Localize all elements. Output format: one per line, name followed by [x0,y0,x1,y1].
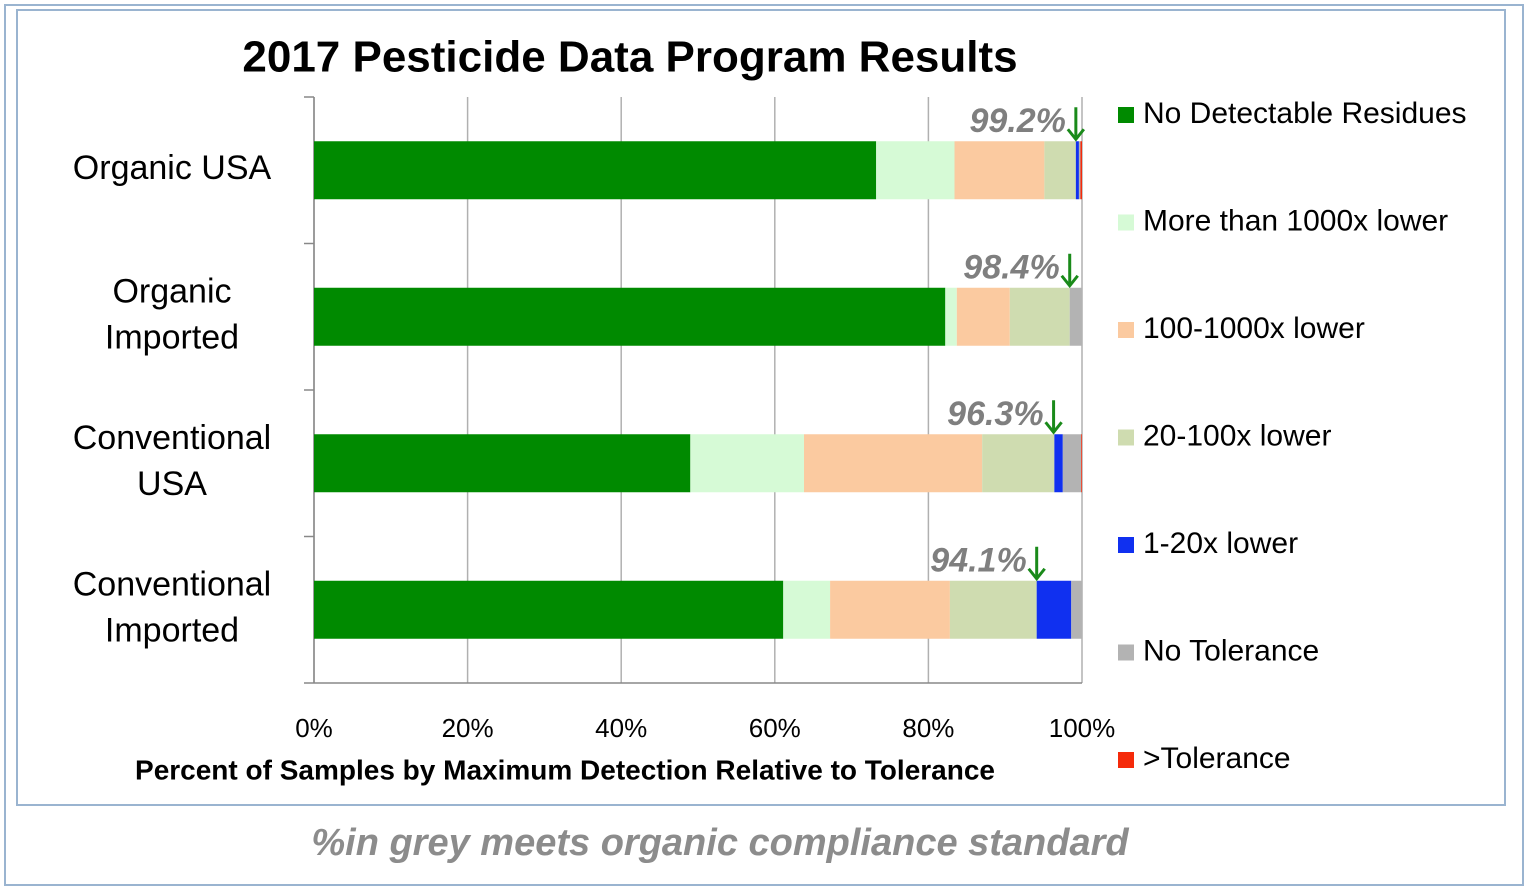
bar-segment [1069,287,1082,346]
x-tick-label: 100% [1049,713,1116,743]
y-tick-label: Imported [105,612,239,650]
annotation-arrowhead [1060,274,1079,289]
legend-swatch [1118,537,1134,553]
bar-segment [314,287,946,346]
legend-swatch [1118,752,1134,768]
legend-swatch [1118,214,1134,231]
bar-segment [956,287,1010,346]
bar-segment [1080,141,1082,200]
bar-segment [830,580,950,639]
bar-segment [954,141,1045,200]
bar-segment [1062,434,1082,493]
footnote: %in grey meets organic compliance standa… [311,822,1129,864]
x-tick-label: 80% [902,713,954,743]
y-tick-label: USA [137,465,207,503]
y-tick-label: Imported [105,319,239,357]
bar-segment [876,141,955,200]
bar-segment [1036,580,1072,639]
annotation-arrowhead [1066,128,1086,142]
legend-label: No Tolerance [1143,634,1319,667]
bar-segment [982,434,1055,493]
bar-segment [949,580,1037,639]
legend-swatch [1118,322,1134,338]
bar-segment [1054,434,1063,493]
annotation-label: 99.2% [969,102,1065,140]
bar-segment [1009,287,1070,346]
bar-segment [314,580,784,639]
y-tick-label: Organic [112,273,231,311]
x-tick-label: 40% [595,713,647,743]
bar-segment [783,580,831,639]
legend-label: 1-20x lower [1143,527,1298,560]
bar-segment [1044,141,1076,200]
bar-segment [945,287,957,346]
legend-swatch [1118,107,1134,123]
y-tick-label: Conventional [73,566,271,604]
legend-label: >Tolerance [1143,742,1291,775]
bar-segment [1078,141,1081,200]
y-tick-label: Organic USA [73,149,272,187]
legend-label: No Detectable Residues [1143,97,1467,130]
annotation-label: 96.3% [947,395,1043,433]
bar-segment [314,141,877,200]
chart-title: 2017 Pesticide Data Program Results [242,33,1017,82]
annotation-arrowhead [1027,567,1046,582]
x-axis-title: Percent of Samples by Maximum Detection … [135,754,995,785]
x-tick-label: 0% [295,713,333,743]
bar-segment [1081,434,1082,493]
bar-segment [803,434,983,493]
annotation-label: 94.1% [930,542,1026,580]
legend-label: 20-100x lower [1143,419,1331,452]
y-tick-label: Conventional [73,419,271,457]
x-tick-label: 60% [749,713,801,743]
legend-label: 100-1000x lower [1143,312,1365,345]
legend-swatch [1118,429,1134,446]
legend-label: More than 1000x lower [1143,204,1448,237]
annotation-label: 98.4% [963,249,1059,287]
bar-segment [1075,141,1079,200]
bar-segment [314,434,691,493]
bar-segment [690,434,804,493]
legend-swatch [1118,644,1134,661]
bar-segment [1071,580,1082,639]
annotation-arrowhead [1044,421,1063,435]
x-tick-label: 20% [442,713,494,743]
